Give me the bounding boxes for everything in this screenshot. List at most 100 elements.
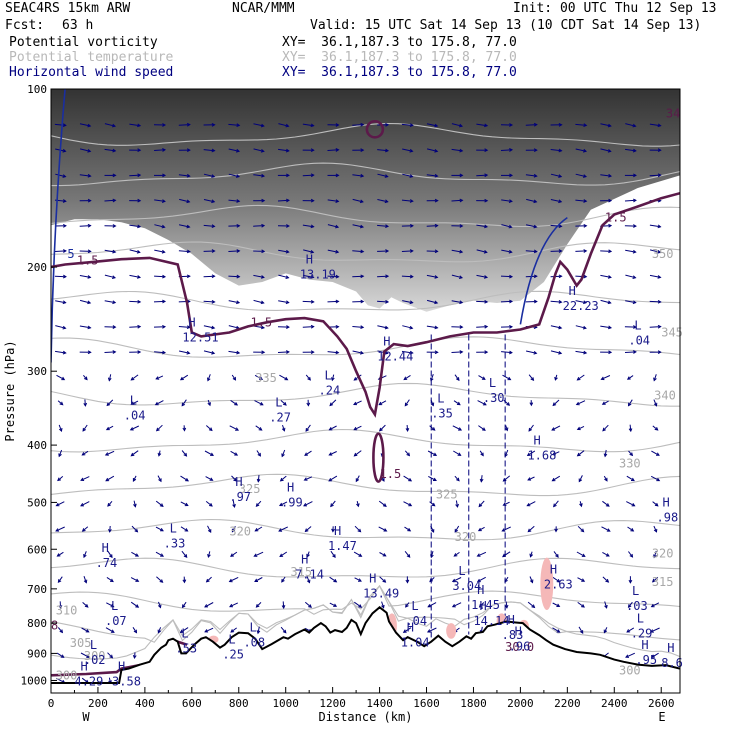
wind-vector-head bbox=[357, 578, 362, 582]
wind-vector-shaft bbox=[552, 602, 560, 607]
wind-vector-shaft bbox=[83, 576, 87, 583]
wind-vector-shaft bbox=[181, 399, 187, 406]
wind-vector-shaft bbox=[132, 627, 137, 633]
wind-vector-head bbox=[286, 173, 290, 178]
wind-vector-shaft bbox=[305, 374, 311, 381]
wind-vector bbox=[649, 249, 662, 254]
wind-vector-shaft bbox=[451, 148, 463, 152]
wind-vector-head bbox=[281, 453, 285, 458]
wind-vector bbox=[83, 551, 87, 559]
wind-vector bbox=[502, 475, 511, 482]
wind-vector-shaft bbox=[105, 475, 115, 482]
x-tick-label: 2600 bbox=[648, 697, 675, 710]
wind-vector-head bbox=[282, 402, 287, 406]
wind-vector bbox=[575, 400, 586, 406]
wind-vector bbox=[256, 450, 261, 457]
pv-label: 1.5 bbox=[380, 467, 402, 481]
wind-vector bbox=[552, 602, 561, 607]
wind-vector bbox=[57, 576, 63, 584]
wind-vector-head bbox=[235, 148, 241, 153]
wind-vector-head bbox=[626, 629, 631, 633]
wind-vector-shaft bbox=[377, 149, 389, 152]
wind-vector-shaft bbox=[426, 225, 438, 227]
wind-vector bbox=[229, 425, 240, 431]
wind-vector-shaft bbox=[180, 627, 189, 633]
wind-vector-shaft bbox=[279, 374, 288, 381]
wind-vector bbox=[600, 249, 613, 254]
wind-vector-head bbox=[62, 148, 67, 153]
hl-marker-type: L bbox=[275, 396, 282, 410]
wind-vector bbox=[451, 173, 464, 178]
wind-vector bbox=[207, 551, 211, 559]
wind-vector bbox=[353, 551, 363, 557]
wind-vector bbox=[453, 551, 460, 557]
wind-vector-head bbox=[556, 629, 561, 633]
wind-vector bbox=[253, 551, 264, 557]
wind-vector-shaft bbox=[402, 173, 413, 178]
wind-vector bbox=[57, 400, 64, 406]
wind-vector-shaft bbox=[379, 576, 386, 583]
wind-vector-shaft bbox=[131, 374, 139, 381]
wind-vector-head bbox=[186, 199, 191, 204]
wind-vector-shaft bbox=[600, 299, 611, 304]
wind-vector bbox=[527, 476, 535, 481]
wind-vector bbox=[55, 501, 65, 507]
wind-vector bbox=[426, 148, 439, 153]
wind-vector bbox=[304, 450, 312, 456]
wind-vector bbox=[476, 274, 489, 279]
wind-vector bbox=[477, 526, 485, 532]
wind-vector-head bbox=[183, 554, 188, 559]
wind-vector-head bbox=[328, 452, 333, 456]
wind-vector-head bbox=[626, 376, 631, 380]
y-tick-label: 100 bbox=[27, 83, 47, 96]
hl-marker: L.53 bbox=[175, 627, 197, 656]
wind-vector-head bbox=[305, 427, 310, 432]
wind-vector bbox=[377, 199, 389, 204]
wind-vector-head bbox=[307, 376, 311, 381]
wind-vector-head bbox=[657, 324, 662, 329]
pv-contour-isolated bbox=[372, 432, 385, 483]
wind-vector-head bbox=[130, 376, 135, 381]
wind-vector-head bbox=[107, 377, 112, 382]
wind-vector bbox=[500, 148, 514, 152]
wind-vector-head bbox=[409, 174, 414, 178]
y-axis-label: Pressure (hPa) bbox=[3, 340, 17, 441]
wind-vector-head bbox=[360, 249, 365, 254]
wind-vector-shaft bbox=[426, 299, 438, 304]
wind-vector-shaft bbox=[180, 526, 188, 532]
wind-vector-shaft bbox=[377, 325, 388, 329]
wind-vector bbox=[154, 249, 166, 254]
wind-vector-head bbox=[509, 123, 514, 127]
wind-vector bbox=[182, 576, 187, 584]
wind-vector-head bbox=[384, 199, 389, 204]
wind-vector bbox=[526, 501, 536, 507]
hl-marker: H12.51 bbox=[182, 315, 218, 344]
wind-vector-shaft bbox=[329, 451, 337, 456]
hl-marker-type: L bbox=[111, 599, 118, 613]
wind-vector bbox=[628, 450, 634, 457]
wind-vector bbox=[230, 450, 239, 456]
hl-marker: H.95 bbox=[635, 638, 657, 667]
wind-vector-shaft bbox=[203, 224, 215, 227]
wind-vector bbox=[628, 576, 633, 584]
wind-vector-shaft bbox=[55, 350, 66, 354]
wind-vector-shaft bbox=[600, 148, 611, 152]
wind-vector bbox=[79, 223, 92, 228]
wind-vector bbox=[403, 501, 413, 507]
wind-vector bbox=[624, 173, 637, 178]
wind-vector bbox=[155, 526, 164, 532]
wind-vector-head bbox=[378, 401, 383, 406]
wind-vector bbox=[132, 627, 138, 634]
hl-marker-value: .29 bbox=[631, 627, 653, 641]
wind-vector bbox=[426, 325, 439, 330]
wind-vector bbox=[79, 173, 92, 178]
x-tick-label: 200 bbox=[88, 697, 108, 710]
wind-vector bbox=[81, 526, 89, 532]
wind-vector bbox=[426, 198, 439, 203]
wind-vector-head bbox=[481, 376, 486, 380]
wind-vector bbox=[626, 375, 634, 380]
wind-vector-head bbox=[236, 350, 241, 355]
wind-vector-shaft bbox=[426, 174, 438, 177]
wind-vector-shaft bbox=[279, 501, 288, 506]
wind-vector-head bbox=[558, 224, 563, 229]
